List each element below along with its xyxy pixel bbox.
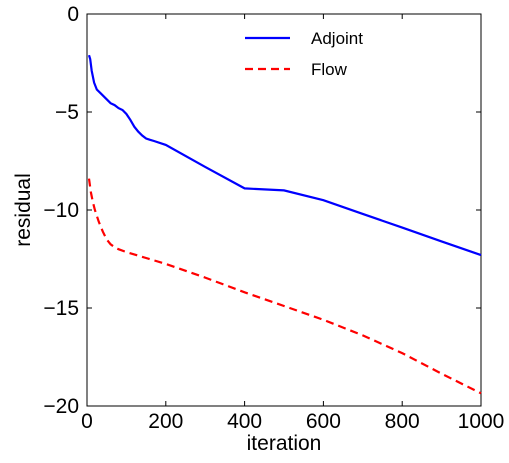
y-tick-label: −5 xyxy=(55,101,79,124)
x-tick-label: 1000 xyxy=(458,410,505,433)
series-layer xyxy=(87,54,482,395)
y-tick-label: 0 xyxy=(67,3,79,26)
x-tick-label: 200 xyxy=(148,410,183,433)
x-tick-label: 400 xyxy=(227,410,262,433)
y-axis-label: residual xyxy=(12,173,35,247)
y-tick-label: −10 xyxy=(43,199,79,222)
x-axis-label: iteration xyxy=(247,432,322,455)
legend: Adjoint Flow xyxy=(245,29,363,79)
legend-label-adjoint: Adjoint xyxy=(311,29,363,48)
x-tick-label: 600 xyxy=(306,410,341,433)
series-line-adjoint xyxy=(87,54,482,257)
ticks-layer: 0 200 400 600 800 1000 0 −5 −10 −15 −20 xyxy=(43,3,504,433)
legend-label-flow: Flow xyxy=(311,60,348,79)
y-tick-label: −15 xyxy=(43,297,79,320)
x-tick-label: 0 xyxy=(81,410,93,433)
x-tick-label: 800 xyxy=(385,410,420,433)
y-tick-label: −20 xyxy=(43,395,79,418)
plot-area xyxy=(86,13,482,407)
